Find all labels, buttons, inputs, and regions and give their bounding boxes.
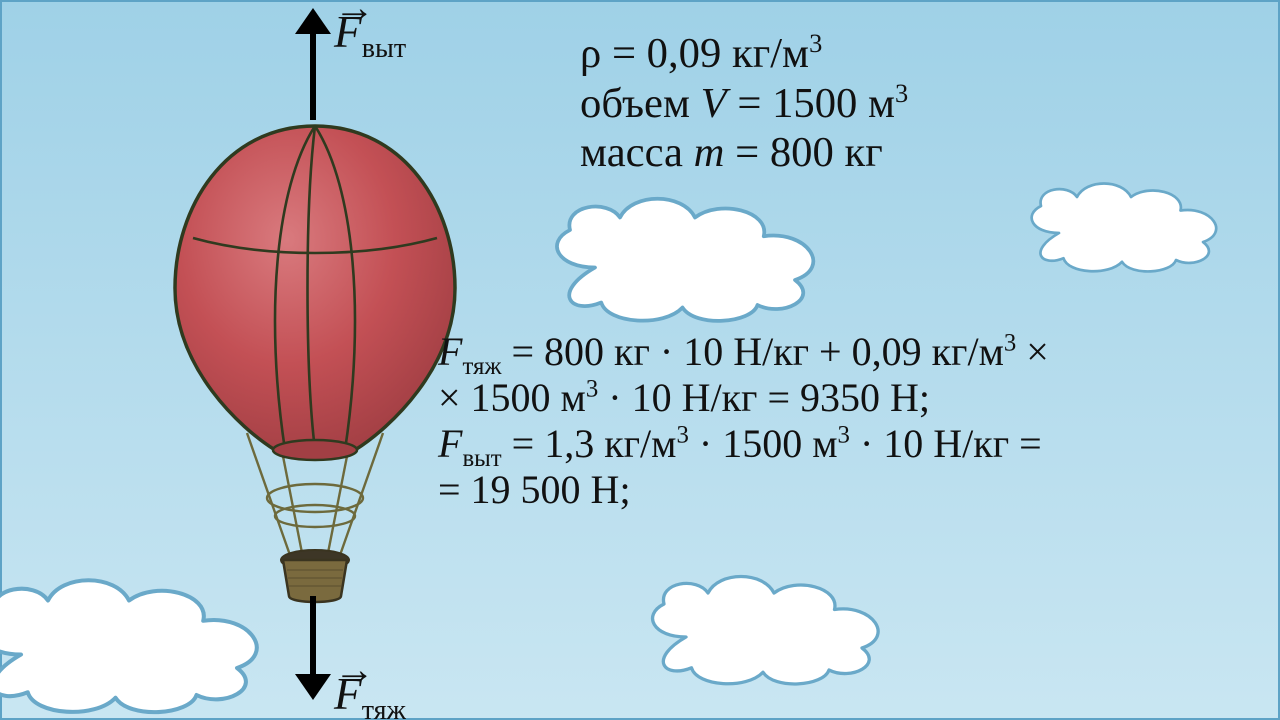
given-density: ρ = 0,09 кг/м3: [580, 28, 822, 78]
physics-diagram-stage: →Fвыт →Fтяж ρ = 0,09 кг/м3 объем V = 150…: [0, 0, 1280, 720]
hot-air-balloon: [155, 118, 475, 618]
cloud-0: [520, 180, 845, 343]
given-volume: объем V = 1500 м3: [580, 78, 908, 128]
label-F-gravity: →Fтяж: [334, 668, 406, 720]
equation-F-grav-line2: × 1500 м3 · 10 Н/кг = 9350 Н;: [438, 374, 930, 421]
cloud-3: [620, 560, 906, 703]
arrow-buoyancy-up: [295, 8, 331, 120]
equation-F-buoy-line2: = 19 500 Н;: [438, 466, 631, 513]
arrow-gravity-down: [295, 596, 331, 700]
cloud-1: [1005, 170, 1239, 287]
label-F-buoyancy: →Fвыт: [334, 6, 406, 65]
given-mass: масса m = 800 кг: [580, 128, 883, 177]
